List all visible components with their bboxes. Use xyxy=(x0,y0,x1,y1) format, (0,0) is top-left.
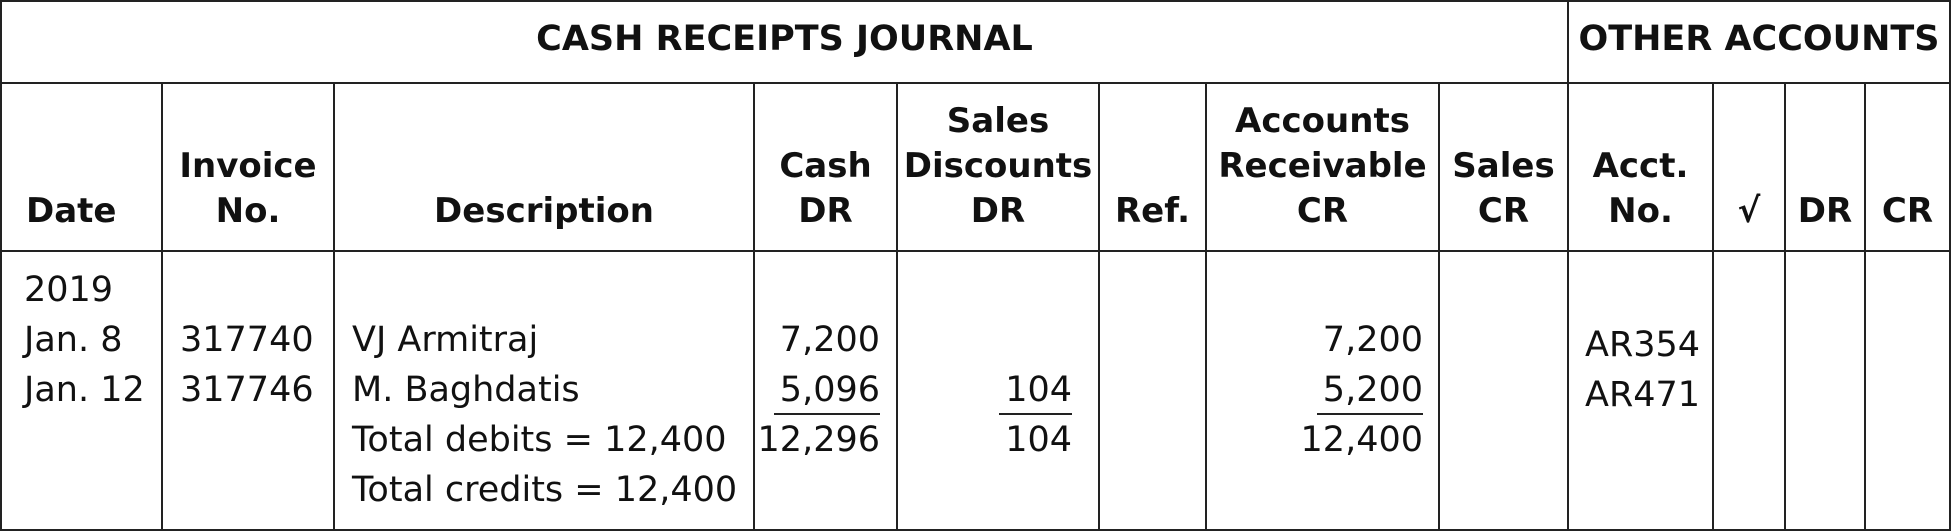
sales-discounts-dr-value: 104 xyxy=(999,367,1072,415)
row-acct-no: AR471 xyxy=(1585,375,1701,415)
header-cash-dr: Cash DR xyxy=(779,146,872,231)
header-description: Description xyxy=(434,191,654,231)
sales-discounts-dr-column: 104 104 xyxy=(898,365,1072,465)
cash-dr-value: 5,096 xyxy=(773,367,880,415)
invoice-column: 317740 317746 xyxy=(180,315,314,415)
col-divider xyxy=(161,82,163,531)
accounts-receivable-cr-value: 7,200 xyxy=(1322,320,1423,360)
row-description: VJ Armitraj xyxy=(352,320,539,360)
row-acct-no: AR354 xyxy=(1585,325,1701,365)
col-divider xyxy=(1712,82,1714,531)
col-divider xyxy=(1098,82,1100,531)
row-invoice: 317740 xyxy=(180,320,314,360)
header-dr: DR xyxy=(1797,191,1853,231)
other-accounts-title: OTHER ACCOUNTS xyxy=(1578,19,1940,59)
accounts-receivable-cr-total: 12,400 xyxy=(1300,420,1423,460)
total-credits: Total credits = 12,400 xyxy=(352,470,738,510)
border-right xyxy=(1949,0,1951,531)
header-cr: CR xyxy=(1881,191,1934,231)
cash-dr-column: 7,200 5,096 12,296 xyxy=(755,315,880,465)
col-divider xyxy=(1784,82,1786,531)
header-invoice-no: Invoice No. xyxy=(179,146,317,231)
col-divider xyxy=(1438,82,1440,531)
border-bottom xyxy=(0,529,1951,531)
row-invoice: 317746 xyxy=(180,370,314,410)
header-sales-discounts-dr: Sales Discounts DR xyxy=(903,101,1093,231)
header-date: Date xyxy=(26,191,117,231)
total-debits: Total debits = 12,400 xyxy=(352,420,727,460)
header-check-mark: √ xyxy=(1737,191,1761,231)
col-divider xyxy=(333,82,335,531)
col-divider xyxy=(753,82,755,531)
acct-no-column: AR354 AR471 xyxy=(1585,320,1700,420)
accounts-receivable-cr-value: 5,200 xyxy=(1316,367,1423,415)
sales-discounts-dr-total: 104 xyxy=(1005,420,1072,460)
title-divider xyxy=(0,82,1951,84)
row-date: Jan. 8 xyxy=(24,320,123,360)
header-accounts-receivable-cr: Accounts Receivable CR xyxy=(1218,101,1427,231)
row-description: M. Baghdatis xyxy=(352,370,580,410)
border-top xyxy=(0,0,1951,2)
section-divider xyxy=(1567,0,1569,531)
row-date: Jan. 12 xyxy=(24,370,145,410)
header-ref: Ref. xyxy=(1114,191,1191,231)
journal-title: CASH RECEIPTS JOURNAL xyxy=(536,19,1033,59)
col-divider xyxy=(896,82,898,531)
accounts-receivable-cr-column: 7,200 5,200 12,400 xyxy=(1207,315,1423,465)
header-sales-cr: Sales CR xyxy=(1452,146,1555,231)
header-divider xyxy=(0,250,1951,252)
border-left xyxy=(0,0,2,531)
cash-dr-total: 12,296 xyxy=(757,420,880,460)
year: 2019 xyxy=(24,270,114,310)
date-column: 2019 Jan. 8 Jan. 12 xyxy=(24,265,145,415)
header-acct-no: Acct. No. xyxy=(1592,146,1689,231)
cash-dr-value: 7,200 xyxy=(779,320,880,360)
col-divider xyxy=(1205,82,1207,531)
col-divider xyxy=(1864,82,1866,531)
description-column: VJ Armitraj M. Baghdatis Total debits = … xyxy=(352,315,737,515)
